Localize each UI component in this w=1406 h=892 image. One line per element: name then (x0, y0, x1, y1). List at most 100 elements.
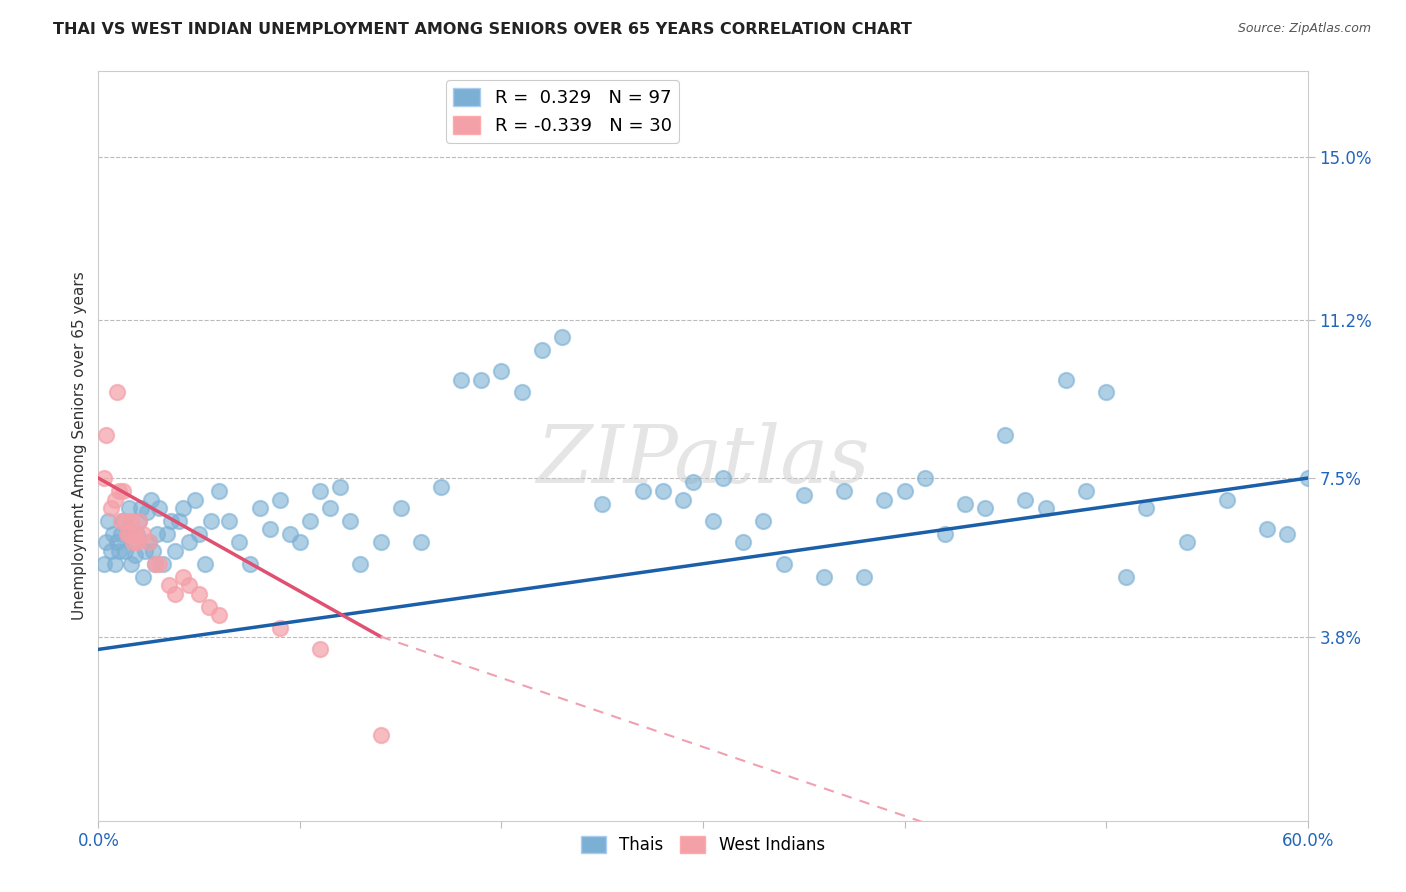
Point (953, 497, 976, 511)
Point (93, 557, 115, 571)
Point (239, 557, 262, 571)
Point (1296, 471, 1319, 485)
Point (128, 514, 150, 528)
Point (832, 483, 855, 498)
Point (120, 557, 142, 571)
Point (110, 514, 132, 528)
Point (409, 535, 432, 549)
Point (299, 514, 322, 528)
Point (339, 514, 361, 528)
Point (249, 501, 271, 516)
Point (103, 492, 125, 507)
Point (269, 621, 291, 635)
Point (651, 483, 673, 498)
Point (146, 526, 169, 541)
Point (125, 526, 148, 541)
Point (100, 501, 122, 516)
Point (194, 557, 217, 571)
Point (157, 578, 180, 592)
Point (430, 480, 453, 494)
Point (138, 535, 160, 549)
Point (711, 471, 734, 485)
Point (103, 557, 125, 571)
Point (118, 501, 141, 516)
Point (114, 514, 136, 528)
Point (125, 535, 148, 549)
Point (278, 526, 301, 541)
Point (510, 385, 533, 400)
Point (143, 557, 166, 571)
Point (491, 364, 513, 378)
Point (132, 569, 155, 583)
Point (370, 728, 392, 742)
Point (450, 373, 472, 387)
Point (148, 501, 170, 516)
Point (591, 497, 613, 511)
Point (118, 526, 141, 541)
Point (115, 526, 138, 541)
Point (114, 544, 136, 558)
Point (772, 557, 794, 571)
Point (873, 492, 896, 507)
Point (853, 569, 876, 583)
Point (107, 544, 129, 558)
Point (105, 535, 128, 549)
Point (120, 514, 142, 528)
Point (208, 483, 231, 498)
Point (96, 535, 118, 549)
Point (179, 578, 201, 592)
Point (1054, 373, 1077, 387)
Point (319, 501, 342, 516)
Point (309, 483, 332, 498)
Point (672, 492, 695, 507)
Point (172, 569, 194, 583)
Point (132, 526, 155, 541)
Point (682, 475, 704, 490)
Legend: Thais, West Indians: Thais, West Indians (575, 830, 831, 861)
Point (129, 501, 152, 516)
Point (163, 587, 186, 601)
Point (530, 343, 553, 357)
Text: ZIPatlas: ZIPatlas (536, 422, 870, 500)
Point (172, 501, 194, 516)
Point (121, 535, 143, 549)
Point (228, 535, 250, 549)
Point (111, 483, 134, 498)
Point (124, 548, 146, 562)
Point (163, 544, 186, 558)
Point (349, 557, 371, 571)
Point (179, 535, 201, 549)
Point (1035, 501, 1057, 516)
Point (135, 505, 157, 519)
Point (733, 535, 755, 549)
Point (389, 501, 412, 516)
Point (309, 642, 332, 657)
Point (142, 544, 165, 558)
Point (1014, 492, 1036, 507)
Point (470, 373, 492, 387)
Point (111, 514, 134, 528)
Point (218, 514, 240, 528)
Point (631, 483, 654, 498)
Point (259, 523, 281, 537)
Point (184, 492, 207, 507)
Point (143, 557, 166, 571)
Point (97, 514, 120, 528)
Point (110, 526, 132, 541)
Point (994, 428, 1017, 442)
Point (370, 535, 392, 549)
Point (96, 428, 118, 442)
Point (702, 514, 724, 528)
Point (188, 526, 211, 541)
Point (793, 488, 815, 502)
Point (1277, 526, 1299, 541)
Point (288, 535, 311, 549)
Point (329, 480, 352, 494)
Point (269, 492, 291, 507)
Point (128, 514, 150, 528)
Point (138, 535, 160, 549)
Point (100, 544, 122, 558)
Point (1095, 385, 1118, 400)
Point (160, 514, 183, 528)
Point (893, 483, 915, 498)
